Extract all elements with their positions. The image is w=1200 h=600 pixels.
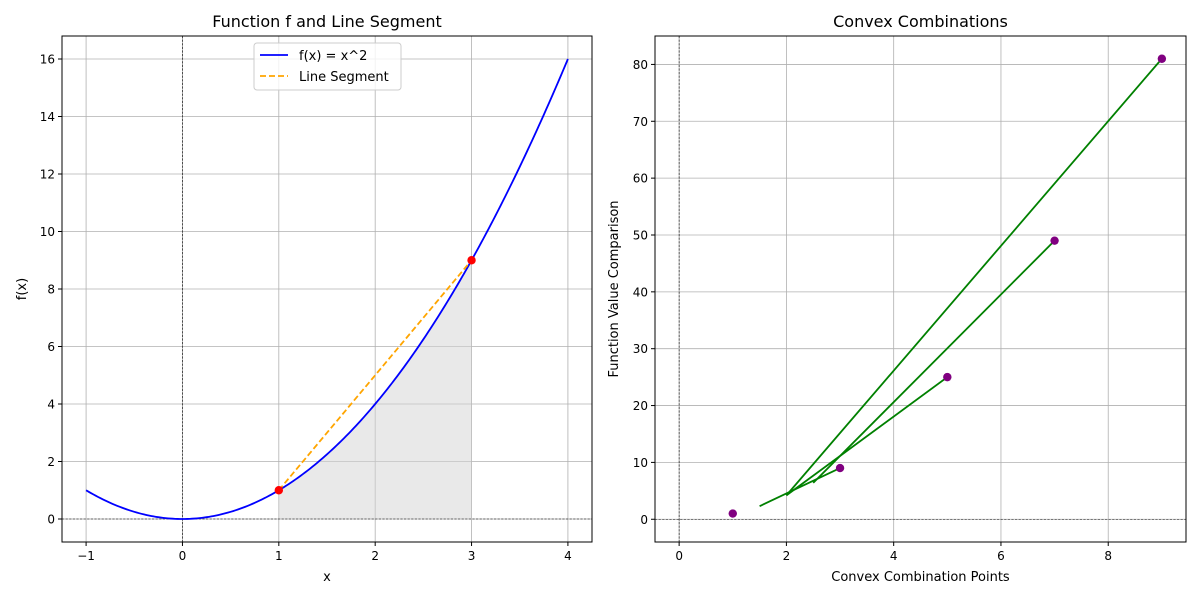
left-y-tick-label: 10: [40, 225, 55, 239]
line-segment: [278, 259, 473, 491]
left-chart-x-axis-label: x: [323, 570, 331, 585]
convex-combination-point: [943, 372, 952, 382]
left-x-tick-label: 0: [179, 549, 187, 563]
left-x-tick-label: 4: [564, 549, 572, 563]
curve-f-x-squared: [85, 58, 569, 520]
left-y-tick-label: 8: [47, 283, 55, 297]
left-y-tick-label: 12: [40, 168, 55, 182]
left-y-tick-label: 16: [40, 53, 55, 67]
right-y-tick-label: 50: [633, 228, 648, 242]
left-chart-title: Function f and Line Segment: [212, 12, 441, 31]
right-x-tick-label: 2: [783, 549, 791, 563]
right-x-tick-label: 8: [1104, 549, 1112, 563]
left-y-tick-label: 2: [47, 455, 55, 469]
right-x-tick-label: 6: [997, 549, 1005, 563]
left-chart-legend: f(x) = x^2 Line Segment: [253, 42, 402, 91]
right-y-tick-label: 20: [633, 399, 648, 413]
left-x-tick-label: −1: [77, 549, 95, 563]
right-y-tick-label: 70: [633, 115, 648, 129]
left-y-tick-label: 6: [47, 340, 55, 354]
right-chart-frame: [654, 35, 1187, 543]
right-y-tick-label: 40: [633, 285, 648, 299]
convex-combination-segment: [812, 240, 1056, 484]
convex-combination-segment: [785, 58, 1163, 496]
right-chart-y-axis-label: Function Value Comparison: [607, 200, 622, 377]
convex-combination-point: [1157, 54, 1167, 63]
legend-label-segment: Line Segment: [299, 70, 389, 85]
convex-combination-point: [728, 509, 737, 518]
right-x-tick-label: 4: [890, 549, 898, 563]
left-y-tick-label: 4: [47, 398, 55, 412]
segment-endpoint: [274, 486, 284, 495]
convex-combination-point: [1050, 236, 1059, 245]
legend-label-curve: f(x) = x^2: [299, 49, 367, 64]
left-y-tick-label: 14: [40, 110, 55, 124]
convex-combination-segment: [759, 467, 841, 507]
right-chart-x-axis-label: Convex Combination Points: [831, 570, 1010, 585]
right-y-tick-label: 0: [640, 513, 648, 527]
convex-combination-segment: [785, 376, 948, 497]
right-y-tick-label: 10: [633, 456, 648, 470]
right-y-tick-label: 30: [633, 342, 648, 356]
left-x-tick-label: 1: [275, 549, 283, 563]
right-y-tick-label: 60: [633, 172, 648, 186]
left-y-tick-label: 0: [47, 513, 55, 527]
right-x-tick-label: 0: [675, 549, 683, 563]
segment-endpoint: [467, 256, 476, 265]
right-chart-title: Convex Combinations: [833, 12, 1008, 31]
left-x-tick-label: 3: [468, 549, 476, 563]
left-chart-y-axis-label: f(x): [15, 278, 30, 300]
left-x-tick-label: 2: [371, 549, 379, 563]
right-y-tick-label: 80: [633, 58, 648, 72]
convex-combination-point: [835, 463, 845, 473]
